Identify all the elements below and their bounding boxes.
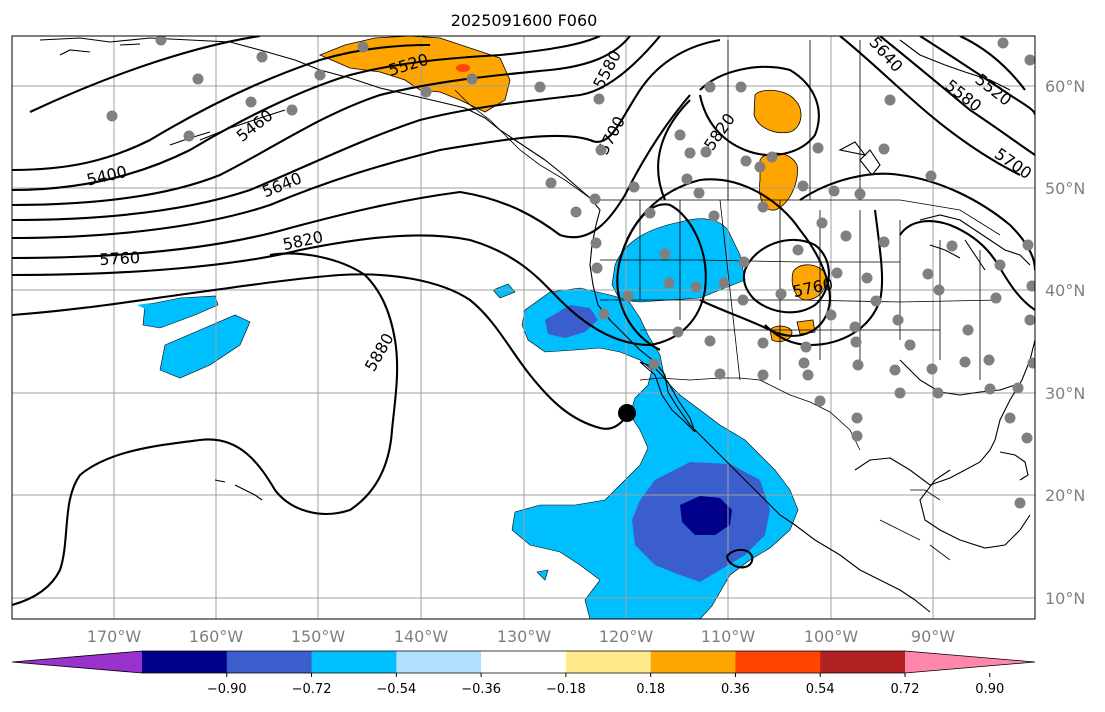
- colorbar-tick-label: −0.36: [461, 682, 501, 697]
- lon-label: 120°W: [599, 627, 654, 646]
- colorbar-tick-label: −0.72: [292, 682, 332, 697]
- coastlines: [39, 37, 1035, 613]
- lon-label: 170°W: [87, 627, 142, 646]
- political-borders: [454, 40, 1001, 561]
- station-markers: [106, 36, 1035, 509]
- latitude-labels: 60°N 50°N 40°N 30°N 20°N 10°N: [1045, 77, 1085, 608]
- colorbar-segment: [735, 651, 821, 673]
- colorbar-segment: [396, 651, 482, 673]
- lon-label: 90°W: [911, 627, 955, 646]
- map-frame: [11, 35, 1036, 620]
- colorbar-segment: [481, 651, 567, 673]
- lon-label: 160°W: [189, 627, 244, 646]
- colorbar-segment: [226, 651, 313, 673]
- lat-label: 20°N: [1045, 486, 1085, 505]
- lat-label: 40°N: [1045, 281, 1085, 300]
- map-title: 2025091600 F060: [451, 11, 598, 30]
- colorbar-outline: [11, 650, 1036, 674]
- colorbar: −0.90 −0.72 −0.54 −0.36 −0.18 0.18 0.36 0.54 0.7…: [11, 650, 1036, 697]
- lon-label: 140°W: [394, 627, 449, 646]
- colorbar-segment: [650, 651, 736, 673]
- colorbar-segment: [820, 651, 906, 673]
- lon-label: 130°W: [497, 627, 552, 646]
- colorbar-extend-min: [12, 651, 142, 673]
- colorbar-tick-label: 0.18: [636, 682, 665, 697]
- lat-label: 60°N: [1045, 77, 1085, 96]
- lon-label: 110°W: [701, 627, 756, 646]
- lat-label: 10°N: [1045, 589, 1085, 608]
- anomaly-shading: [137, 36, 827, 619]
- contour-label: 5760: [99, 248, 141, 269]
- colorbar-segment: [142, 651, 228, 673]
- height-contours: [12, 36, 1035, 607]
- colorbar-tick-label: −0.54: [376, 682, 416, 697]
- colorbar-extend-max: [905, 651, 1035, 673]
- colorbar-segment: [311, 651, 397, 673]
- colorbar-tick-label: 0.54: [806, 682, 835, 697]
- colorbar-segment: [565, 651, 652, 673]
- lat-label: 50°N: [1045, 179, 1085, 198]
- colorbar-tick-label: 0.72: [891, 682, 920, 697]
- lon-label: 150°W: [291, 627, 346, 646]
- point-marker: [618, 404, 636, 422]
- colorbar-tick-label: 0.90: [975, 682, 1004, 697]
- colorbar-tick-label: −0.18: [546, 682, 586, 697]
- lon-label: 100°W: [804, 627, 859, 646]
- lat-label: 30°N: [1045, 384, 1085, 403]
- colorbar-tick-label: −0.90: [207, 682, 247, 697]
- longitude-labels: 170°W 160°W 150°W 140°W 130°W 120°W 110°…: [87, 627, 955, 646]
- colorbar-tick-label: 0.36: [721, 682, 750, 697]
- map-panel: 5400 5460 5520 5580 5640 5640 5700 5700 …: [12, 36, 1035, 619]
